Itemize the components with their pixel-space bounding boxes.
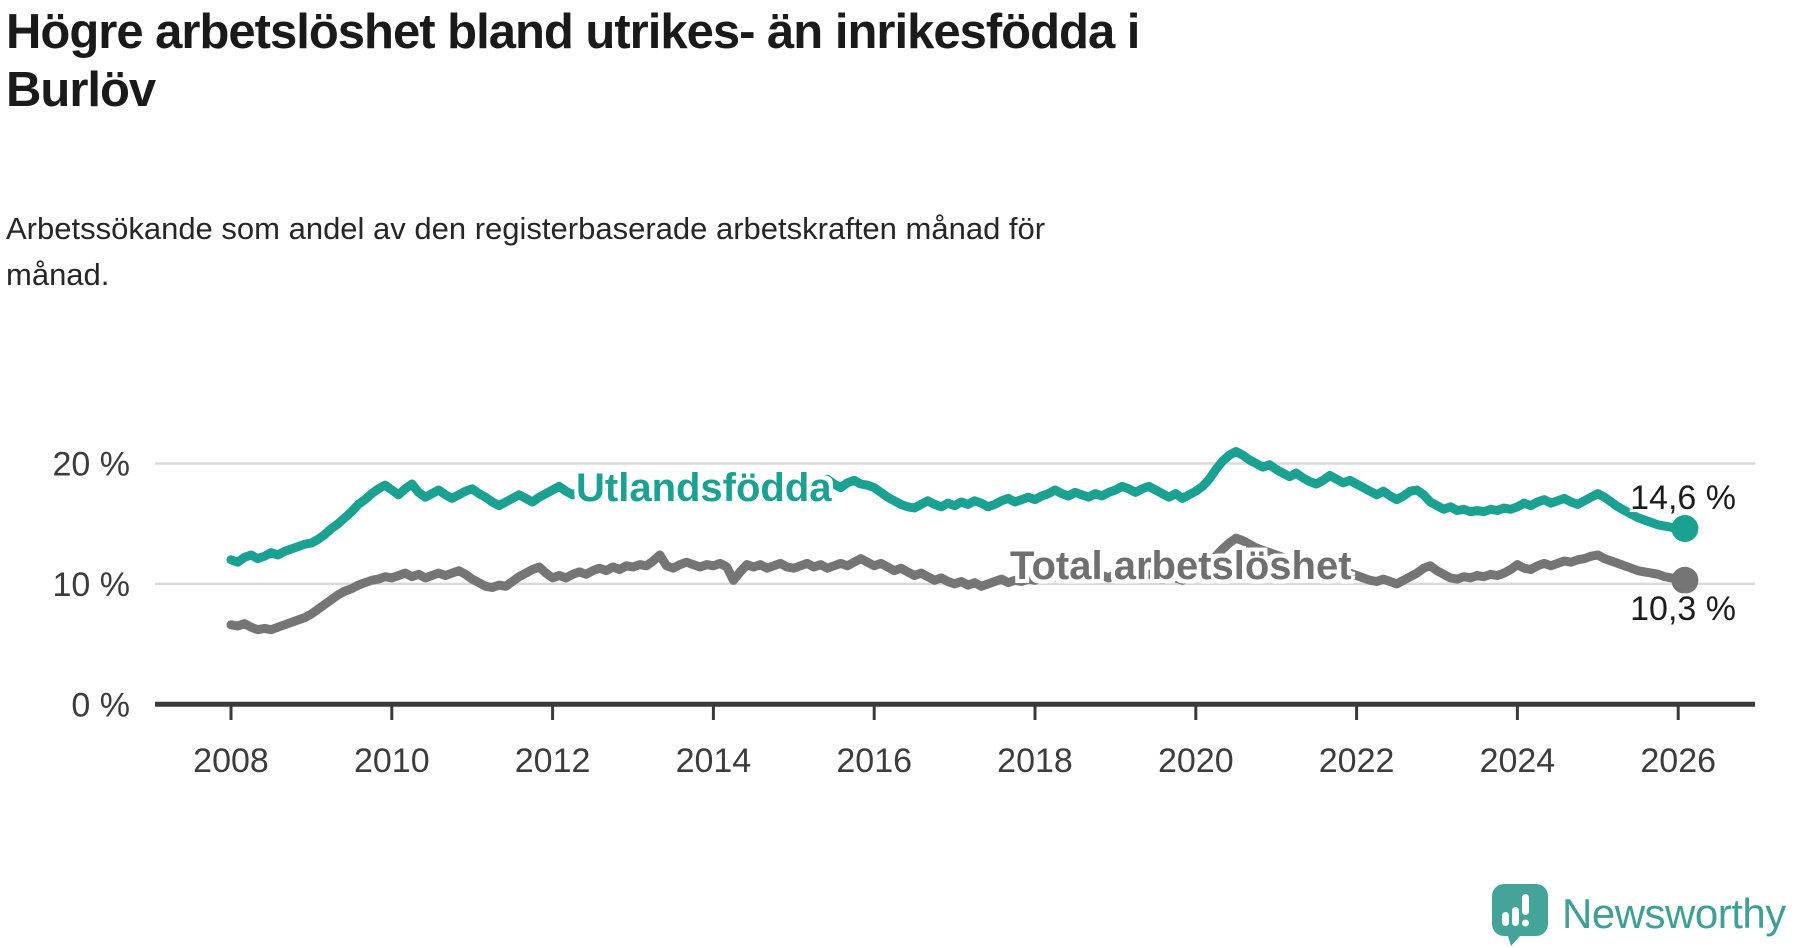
x-tick-label-2012: 2012 <box>515 742 591 780</box>
series-end-dot-0 <box>1671 515 1699 543</box>
newsworthy-bubble-chart-icon <box>1492 884 1548 946</box>
newsworthy-logo-text: Newsworthy <box>1562 890 1786 937</box>
x-tick-label-2014: 2014 <box>676 742 752 780</box>
x-tick-label-2008: 2008 <box>193 742 269 780</box>
y-tick-label-20: 20 % <box>53 446 131 484</box>
x-tick-label-2020: 2020 <box>1158 742 1234 780</box>
x-tick-label-2024: 2024 <box>1480 742 1556 780</box>
series-line-0 <box>226 447 1690 567</box>
series-end-dot-1 <box>1671 566 1699 594</box>
plot-lines <box>226 447 1699 635</box>
page-title: Högre arbetslöshet bland utrikes- än inr… <box>6 5 1140 117</box>
chart-subtitle: Arbetssökande som andel av den registerb… <box>6 211 1046 292</box>
x-axis <box>155 701 1755 720</box>
y-tick-label-0: 0 % <box>71 686 130 724</box>
x-tick-label-2022: 2022 <box>1319 742 1395 780</box>
x-tick-label-2016: 2016 <box>836 742 912 780</box>
axis-labels: 0 % 10 % 20 % 2008 2010 2012 2014 2016 2018 2020 2… <box>53 446 1717 781</box>
y-tick-label-10: 10 % <box>53 566 131 604</box>
end-value-label-utlandsfodda: 14,6 % <box>1630 479 1736 517</box>
x-tick-label-2018: 2018 <box>997 742 1073 780</box>
x-tick-label-2026: 2026 <box>1640 742 1716 780</box>
newsworthy-logo: Newsworthy <box>1490 882 1786 946</box>
series-line-1 <box>226 533 1690 635</box>
series-label-utlandsfodda: Utlandsfödda <box>576 466 832 510</box>
x-tick-label-2010: 2010 <box>354 742 430 780</box>
series-label-total-arbetsloshet: Total arbetslöshet <box>1010 544 1352 588</box>
end-value-label-total: 10,3 % <box>1630 590 1736 628</box>
